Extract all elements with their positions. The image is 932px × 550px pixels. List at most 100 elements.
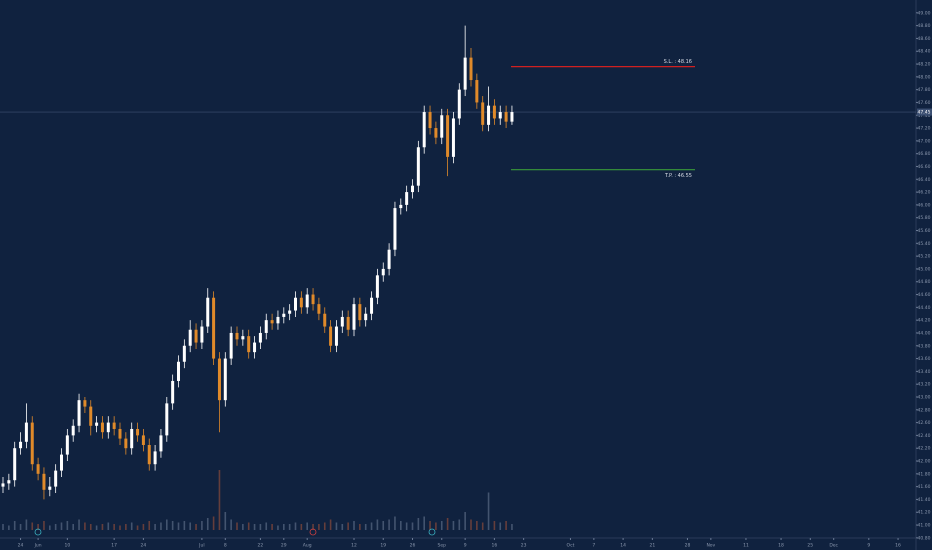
volume-bar [370, 522, 373, 530]
candle-body [258, 332, 262, 343]
volume-bar [37, 524, 39, 530]
candle-body [422, 112, 426, 148]
volume-bar [271, 524, 273, 530]
event-marker [428, 528, 436, 536]
volume-bar [423, 516, 425, 530]
volume-bar [142, 524, 145, 530]
x-tick-label: 9 [464, 543, 467, 549]
y-tick-label: 48.20 [918, 62, 931, 68]
volume-bar [353, 521, 355, 530]
candle-body [159, 435, 163, 452]
volume-bar [329, 519, 332, 530]
candle-body [457, 89, 461, 119]
candle-body [487, 105, 491, 125]
candle-body [475, 80, 479, 103]
candle-body [89, 406, 93, 426]
candle-body [440, 115, 444, 138]
candle-body [95, 422, 99, 426]
volume-bar [481, 522, 484, 530]
candle-body [399, 204, 403, 209]
volume-bar [72, 524, 74, 530]
x-tick-label: 19 [380, 543, 386, 549]
candle-body [60, 454, 63, 471]
y-tick-label: 41.80 [918, 471, 931, 477]
candle-body [247, 336, 251, 353]
y-tick-label: 42.00 [918, 459, 931, 465]
volume-bar [464, 512, 466, 530]
volume-bar [306, 522, 308, 530]
volume-bar [171, 521, 174, 530]
y-tick-label: 48.60 [918, 36, 931, 42]
volume-bar [335, 522, 338, 530]
candle-body [147, 444, 151, 465]
take-profit-label: T.P. : 46.55 [664, 173, 692, 179]
x-tick-label: 9 [867, 543, 870, 549]
candle-body [30, 422, 34, 465]
volume-bar [283, 524, 285, 530]
candle-body [229, 332, 233, 359]
y-tick-label: 48.00 [918, 74, 931, 80]
candle-body [451, 118, 455, 157]
candle-body [130, 428, 134, 449]
candle-body [305, 294, 309, 308]
candle-body [270, 320, 274, 324]
candle-body [1, 483, 5, 487]
volume-bar [499, 522, 502, 530]
candle-body [54, 470, 58, 487]
candle-body [364, 313, 368, 321]
volume-bar [347, 522, 349, 530]
x-tick-label: 12 [351, 543, 357, 549]
candle-body [124, 438, 128, 449]
volume-bar [487, 492, 490, 530]
y-tick-label: 48.40 [918, 49, 931, 55]
y-tick-label: 43.00 [918, 394, 931, 400]
candle-body [434, 128, 438, 138]
volume-bar [130, 522, 133, 530]
y-tick-label: 41.40 [918, 497, 931, 503]
candle-body [153, 451, 157, 465]
candle-body [77, 400, 81, 426]
candle-body [463, 57, 467, 90]
y-tick-label: 46.20 [918, 190, 931, 196]
volume-bar [341, 524, 344, 530]
y-tick-label: 44.40 [918, 305, 931, 311]
volume-bar [435, 522, 437, 530]
candle-body [282, 313, 286, 317]
y-tick-label: 42.40 [918, 433, 931, 439]
candle-body [217, 358, 221, 401]
candle-body [36, 464, 40, 474]
x-tick-label: Aug [303, 543, 312, 549]
candle-body [405, 192, 409, 205]
candle-body [504, 112, 508, 122]
candle-body [24, 422, 28, 442]
y-tick-label: 43.80 [918, 343, 931, 349]
candle-body [334, 326, 338, 346]
candle-body [387, 249, 391, 269]
x-tick-label: 21 [649, 543, 655, 549]
candle-body [19, 441, 23, 449]
y-tick-label: 47.60 [918, 100, 931, 106]
y-tick-label: 44.60 [918, 292, 931, 298]
candle-body [100, 422, 104, 433]
candle-body [194, 329, 198, 343]
x-tick-label: 18 [778, 543, 784, 549]
last-price-label: 47.45 [918, 110, 931, 116]
candle-body [311, 294, 315, 305]
candle-body [13, 448, 17, 481]
x-tick-label: 16 [492, 543, 498, 549]
volume-bar [411, 522, 414, 530]
volume-bar [224, 512, 227, 530]
y-tick-label: 47.40 [918, 113, 931, 119]
candle-body [381, 268, 385, 276]
candle-body [498, 112, 502, 119]
volume-bar [236, 522, 238, 530]
volume-bar [312, 524, 314, 530]
candle-body [299, 297, 303, 308]
y-tick-label: 46.80 [918, 151, 931, 157]
candle-body [416, 147, 420, 186]
volume-bar [195, 524, 197, 530]
volume-bar [359, 524, 361, 530]
volume-bar [247, 522, 250, 530]
volume-bar [400, 521, 402, 530]
candle-body [177, 361, 180, 381]
